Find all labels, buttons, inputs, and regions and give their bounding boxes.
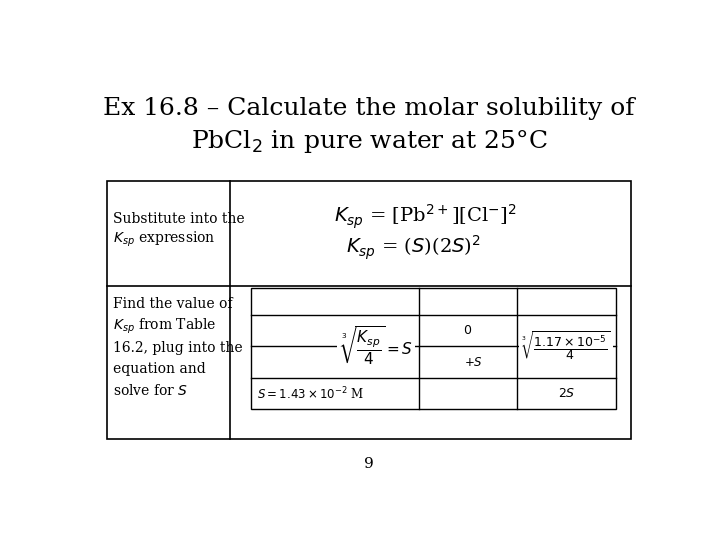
Text: $+S$: $+S$	[464, 356, 483, 369]
Text: $\mathit{K}_{sp}$ = ($\mathit{S}$)(2$\mathit{S}$)$^2$: $\mathit{K}_{sp}$ = ($\mathit{S}$)(2$\ma…	[346, 234, 482, 262]
Text: Ex 16.8 – Calculate the molar solubility of: Ex 16.8 – Calculate the molar solubility…	[103, 97, 635, 120]
Text: solve for $\mathit{S}$: solve for $\mathit{S}$	[114, 383, 189, 399]
Text: $\sqrt[3]{\dfrac{1.17\times10^{-5}}{4}}$: $\sqrt[3]{\dfrac{1.17\times10^{-5}}{4}}$	[521, 330, 611, 363]
Text: $\mathit{K}_{sp}$=4$S^3$: $\mathit{K}_{sp}$=4$S^3$	[441, 291, 494, 312]
Text: PbCl$_2$ in pure water at 25°C: PbCl$_2$ in pure water at 25°C	[191, 128, 547, 155]
Bar	[251, 288, 616, 409]
Text: [Cl$^-$]: [Cl$^-$]	[549, 294, 584, 309]
Text: Find the value of: Find the value of	[114, 298, 233, 312]
Text: $\mathit{K}_{sp}$ = [Pb$^{2+}$][Cl$^{-}$]$^2$: $\mathit{K}_{sp}$ = [Pb$^{2+}$][Cl$^{-}$…	[333, 202, 516, 231]
Text: $2S$: $2S$	[557, 387, 575, 400]
Text: $\sqrt[3]{\dfrac{K_{sp}}{4}} = S$: $\sqrt[3]{\dfrac{K_{sp}}{4}} = S$	[338, 325, 413, 367]
Text: $K_{sp}$ expression: $K_{sp}$ expression	[114, 230, 216, 249]
Bar	[107, 181, 631, 439]
Text: 16.2, plug into the: 16.2, plug into the	[114, 341, 243, 355]
Text: Substitute into the: Substitute into the	[114, 212, 245, 226]
Text: $S = 1.43\times10^{-2}$ M: $S = 1.43\times10^{-2}$ M	[256, 386, 364, 402]
Text: Change: Change	[256, 356, 301, 369]
Text: Initial: Initial	[256, 324, 291, 337]
Text: $\mathit{K}_{sp}$ from Table: $\mathit{K}_{sp}$ from Table	[114, 316, 217, 336]
Text: $0$: $0$	[464, 324, 472, 337]
Text: equation and: equation and	[114, 362, 206, 376]
Text: 9: 9	[364, 457, 374, 471]
Text: Equilibrium: Equilibrium	[256, 387, 326, 400]
